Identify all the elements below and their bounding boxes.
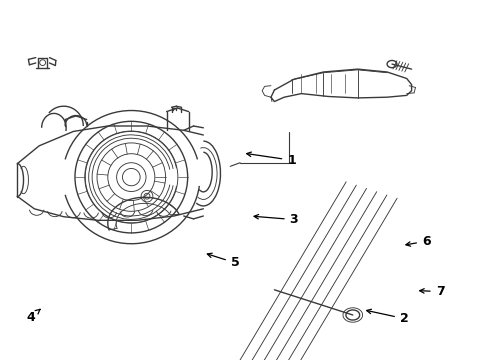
Text: 6: 6: [406, 235, 431, 248]
Text: 3: 3: [254, 213, 298, 226]
Text: 7: 7: [420, 285, 444, 298]
Text: 4: 4: [26, 309, 40, 324]
Text: 5: 5: [207, 253, 240, 269]
Text: 2: 2: [367, 309, 409, 325]
Text: 1: 1: [246, 152, 296, 167]
